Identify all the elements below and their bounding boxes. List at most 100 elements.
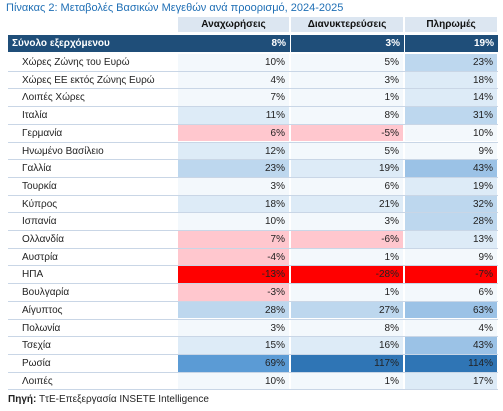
row-separator bbox=[8, 176, 498, 178]
cell: 43% bbox=[405, 337, 497, 354]
total-label: Σύνολο εξερχόμενου bbox=[8, 35, 178, 52]
cell: 6% bbox=[405, 284, 497, 301]
row-separator bbox=[8, 371, 498, 373]
cell: 9% bbox=[405, 248, 497, 266]
row-separator bbox=[8, 247, 498, 249]
row-label: Χώρες ΕΕ εκτός Ζώνης Ευρώ bbox=[22, 74, 155, 86]
row-label: Ρωσία bbox=[22, 357, 51, 369]
column-header: Πληρωμές bbox=[405, 17, 497, 33]
row-separator bbox=[8, 389, 498, 391]
row-separator bbox=[8, 141, 498, 143]
title: Πίνακας 2: Μεταβολές Βασικών Μεγεθών ανά… bbox=[6, 2, 344, 14]
cell: 117% bbox=[291, 354, 403, 372]
cell: -13% bbox=[178, 266, 289, 284]
cell: -6% bbox=[291, 231, 403, 248]
cell: 10% bbox=[178, 213, 289, 230]
cell: 63% bbox=[405, 301, 497, 319]
cell: 3% bbox=[291, 71, 403, 89]
row-label: Ιταλία bbox=[22, 110, 48, 122]
cell: 3% bbox=[178, 319, 289, 337]
row-separator bbox=[8, 283, 498, 285]
cell: 28% bbox=[405, 213, 497, 230]
column-header: Διανυκτερεύσεις bbox=[291, 17, 403, 33]
row-label: Αυστρία bbox=[22, 251, 58, 263]
cell: 12% bbox=[178, 142, 289, 160]
row-separator bbox=[8, 230, 498, 231]
cell: 27% bbox=[291, 301, 403, 319]
column-header: Αναχωρήσεις bbox=[178, 17, 289, 33]
cell: 8% bbox=[291, 319, 403, 337]
cell: 3% bbox=[291, 213, 403, 230]
cell: 15% bbox=[178, 337, 289, 354]
row-separator bbox=[8, 88, 498, 90]
cell: -4% bbox=[178, 248, 289, 266]
row-label: Γερμανία bbox=[22, 127, 63, 139]
cell: -5% bbox=[291, 124, 403, 142]
cell: 13% bbox=[405, 231, 497, 248]
row-label: Λοιπές bbox=[22, 375, 53, 387]
row-separator bbox=[8, 336, 498, 338]
cell: 21% bbox=[291, 195, 403, 213]
cell: 3% bbox=[178, 177, 289, 195]
cell: 19% bbox=[291, 160, 403, 177]
cell: 32% bbox=[405, 195, 497, 213]
cell: -28% bbox=[291, 266, 403, 284]
cell: 7% bbox=[178, 231, 289, 248]
row-label: Ισπανία bbox=[22, 216, 57, 228]
cell: 31% bbox=[405, 107, 497, 124]
cell: 4% bbox=[178, 71, 289, 89]
row-label: Βουλγαρία bbox=[22, 287, 70, 299]
row-separator bbox=[8, 106, 498, 108]
row-label: Κύπρος bbox=[22, 198, 58, 210]
row-label: Τσεχία bbox=[22, 340, 51, 352]
cell: 43% bbox=[405, 160, 497, 177]
row-separator bbox=[8, 123, 498, 125]
row-label: Αίγυπτος bbox=[22, 304, 63, 316]
total-cell: 3% bbox=[291, 35, 404, 52]
cell: 18% bbox=[405, 71, 497, 89]
cell: 8% bbox=[291, 107, 403, 124]
cell: 14% bbox=[405, 89, 497, 107]
source-text: ΤτΕ-Επεξεργασία INSETE Intelligence bbox=[38, 394, 209, 405]
row-label: Χώρες Ζώνης του Ευρώ bbox=[22, 57, 130, 68]
source-label: Πηγή: bbox=[8, 394, 37, 405]
cell: 1% bbox=[291, 89, 403, 107]
cell: 10% bbox=[178, 372, 289, 390]
row-label: Γαλλία bbox=[22, 163, 52, 175]
cell: 6% bbox=[178, 124, 289, 142]
row-separator bbox=[8, 265, 498, 267]
cell: 11% bbox=[178, 107, 289, 124]
cell: 6% bbox=[291, 177, 403, 195]
cell: 10% bbox=[405, 124, 497, 142]
cell: 1% bbox=[291, 248, 403, 266]
cell: 18% bbox=[178, 195, 289, 213]
cell: 16% bbox=[291, 337, 403, 354]
row-separator bbox=[8, 318, 498, 320]
cell: 1% bbox=[291, 372, 403, 390]
row-label: Ολλανδία bbox=[22, 234, 64, 245]
row-label: ΗΠΑ bbox=[22, 269, 44, 281]
row-label: Ηνωμένο Βασίλειο bbox=[22, 145, 104, 157]
cell: -7% bbox=[405, 266, 497, 284]
total-cell: 8% bbox=[178, 35, 290, 52]
cell: 7% bbox=[178, 89, 289, 107]
cell: 19% bbox=[405, 177, 497, 195]
row-label: Τουρκία bbox=[22, 180, 57, 192]
source: Πηγή: ΤτΕ-Επεξεργασία INSETE Intelligenc… bbox=[8, 393, 209, 407]
cell: 114% bbox=[405, 354, 497, 372]
row-separator bbox=[8, 70, 498, 72]
row-separator bbox=[8, 212, 498, 214]
row-label: Πολωνία bbox=[22, 322, 61, 334]
cell: 23% bbox=[405, 54, 497, 71]
total-cell: 19% bbox=[405, 35, 498, 52]
row-separator bbox=[8, 194, 498, 196]
cell: 9% bbox=[405, 142, 497, 160]
row-separator bbox=[8, 300, 498, 302]
cell: 1% bbox=[291, 284, 403, 301]
cell: 17% bbox=[405, 372, 497, 390]
row-separator bbox=[8, 159, 498, 161]
cell: 69% bbox=[178, 354, 289, 372]
row-separator bbox=[8, 353, 498, 355]
cell: 28% bbox=[178, 301, 289, 319]
